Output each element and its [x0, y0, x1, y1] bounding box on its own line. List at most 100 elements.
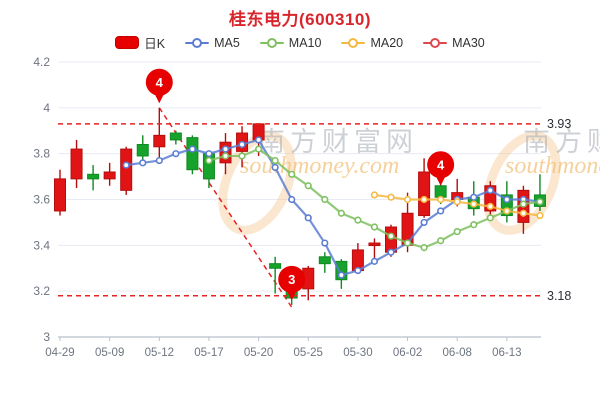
- ma10-marker: [221, 152, 230, 160]
- balloon-marker: 4: [145, 68, 173, 104]
- legend-item-ma30[interactable]: MA30: [423, 36, 485, 50]
- candle-body: [434, 185, 447, 198]
- candle-body: [318, 256, 331, 265]
- candle-body: [186, 137, 199, 171]
- x-axis-tick-label: 05-12: [145, 347, 174, 359]
- ma20-line-icon: [341, 38, 366, 48]
- ma5-marker: [155, 156, 163, 165]
- ma5-marker: [321, 239, 329, 247]
- candle: [368, 238, 381, 262]
- candle: [418, 158, 431, 218]
- y-axis-tick-label: 3.2: [33, 284, 50, 298]
- candle-body: [136, 144, 149, 157]
- ma5-marker: [271, 163, 279, 172]
- balloon-marker: 3: [278, 265, 306, 301]
- ma10-marker: [453, 227, 461, 236]
- ma5-marker: [238, 140, 246, 149]
- legend-item-daily-k[interactable]: 日K: [115, 33, 165, 52]
- candle: [484, 181, 497, 216]
- ma10-marker: [486, 214, 494, 222]
- balloon-label: 4: [156, 75, 164, 90]
- ma10-marker: [420, 244, 428, 252]
- ma5-marker: [304, 214, 312, 222]
- page-title: 桂东电力(600310): [228, 10, 372, 29]
- candle-body: [484, 185, 497, 212]
- candle: [87, 165, 100, 191]
- ma5-marker: [188, 145, 196, 153]
- y-axis-tick-label: 4: [43, 101, 50, 115]
- legend-item-ma10[interactable]: MA10: [259, 35, 322, 50]
- ma20-marker: [470, 200, 478, 208]
- ma20-marker: [370, 191, 379, 199]
- balloon-marker: 4: [427, 151, 455, 186]
- ma5-marker: [370, 257, 379, 265]
- legend-label: MA5: [214, 35, 240, 50]
- balloon-body: [427, 151, 455, 179]
- ma20-marker: [486, 202, 494, 210]
- candle: [103, 162, 116, 186]
- candle-body: [418, 171, 431, 217]
- ma20-marker: [536, 211, 544, 220]
- candle-body: [54, 178, 66, 212]
- legend-item-ma5[interactable]: MA5: [185, 36, 240, 50]
- ma10-marker: [370, 223, 379, 231]
- candle: [269, 256, 282, 294]
- candle: [70, 139, 83, 189]
- ma10-marker: [288, 170, 296, 178]
- candle: [120, 146, 133, 195]
- ma5-marker: [420, 218, 428, 227]
- legend-item-ma20[interactable]: MA20: [341, 36, 403, 50]
- legend-label: MA10: [288, 35, 322, 50]
- candle-body: [269, 263, 282, 269]
- y-axis-tick-label: 3.4: [33, 238, 50, 252]
- ma20-marker: [503, 207, 511, 215]
- ma5-marker: [337, 271, 345, 279]
- x-axis-tick-label: 06-13: [492, 347, 521, 359]
- watermark-site-name: 南方财富网: [258, 127, 418, 157]
- candle-body: [70, 148, 83, 180]
- x-axis-tick-label: 06-02: [393, 347, 422, 359]
- ma10-marker: [387, 232, 395, 240]
- ma20-marker: [453, 198, 461, 206]
- balloon-label: 4: [437, 157, 445, 172]
- candle: [533, 174, 546, 211]
- x-axis-tick-label: 05-20: [244, 347, 273, 359]
- watermark-swoosh: [483, 131, 561, 235]
- candle: [318, 252, 331, 273]
- ma10-marker: [337, 209, 345, 217]
- ma10-marker: [403, 239, 412, 247]
- ma5-marker: [288, 195, 296, 204]
- x-axis-tick-label: 05-17: [194, 347, 223, 359]
- candle: [186, 135, 199, 175]
- ma10-marker: [304, 182, 312, 190]
- ma10-marker: [519, 200, 528, 208]
- legend-label: MA20: [370, 35, 404, 50]
- ma5-marker: [387, 248, 395, 256]
- watermark-site-name: 南方财富网: [523, 127, 600, 157]
- y-axis-tick-label: 3.8: [33, 147, 50, 161]
- candle-body: [169, 132, 182, 141]
- ma5-marker: [503, 195, 511, 204]
- ma10-marker: [354, 216, 362, 224]
- ma5-marker: [205, 150, 213, 158]
- watermark-site-url: southmoney.com: [240, 153, 399, 179]
- ma20-marker: [403, 195, 412, 204]
- ma5-marker: [255, 136, 263, 144]
- balloon-body: [145, 68, 173, 96]
- ma5-marker: [470, 193, 478, 201]
- ma10-marker: [205, 156, 213, 165]
- y-axis-tick-label: 4.2: [33, 55, 50, 69]
- ma10-marker: [536, 198, 544, 206]
- ma5-marker: [172, 150, 180, 158]
- reference-line-label: 3.18: [547, 289, 571, 303]
- candle: [136, 135, 149, 163]
- trend-line: [158, 107, 293, 308]
- ma10-marker: [238, 152, 246, 160]
- ma10-marker: [437, 237, 445, 245]
- ma20-marker: [420, 195, 428, 204]
- x-axis-tick-label: 06-08: [442, 347, 471, 359]
- candle-body: [335, 260, 348, 281]
- candle-body: [368, 242, 381, 247]
- x-axis-tick-label: 04-29: [45, 347, 74, 359]
